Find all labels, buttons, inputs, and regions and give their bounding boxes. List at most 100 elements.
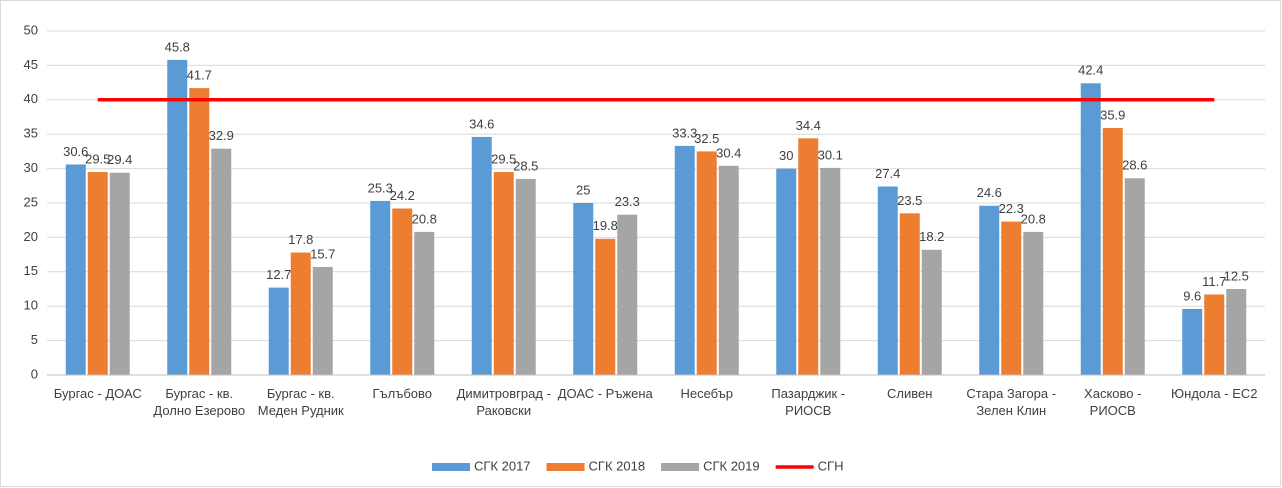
data-label: 28.6: [1122, 158, 1147, 173]
x-tick-label: Хасково - РИОСВ: [1084, 386, 1142, 418]
y-tick-label: 20: [24, 229, 38, 244]
data-label: 29.4: [107, 152, 132, 167]
data-label: 35.9: [1100, 107, 1125, 122]
bar: [493, 172, 514, 375]
bar: [189, 88, 210, 375]
x-tick-label: Стара Загора - Зелен Клин: [966, 386, 1057, 418]
bar: [515, 178, 536, 375]
x-tick-label: Димитровград - Раковски: [456, 386, 551, 418]
bar: [1204, 294, 1225, 375]
y-tick-label: 15: [24, 263, 38, 278]
bar: [1001, 221, 1022, 375]
data-label: 25: [576, 182, 590, 197]
data-label: 41.7: [187, 68, 212, 83]
y-tick-label: 5: [31, 332, 38, 347]
bar: [573, 203, 594, 375]
bar: [617, 214, 638, 375]
data-label: 25.3: [368, 180, 393, 195]
data-label: 20.8: [1021, 211, 1046, 226]
data-label: 42.4: [1078, 63, 1103, 78]
data-label: 27.4: [875, 166, 900, 181]
data-label: 23.5: [897, 193, 922, 208]
data-label: 30.6: [63, 144, 88, 159]
bar: [471, 136, 492, 375]
bar: [1124, 178, 1145, 375]
bar: [674, 145, 695, 375]
legend-swatch: [432, 463, 470, 471]
data-label: 23.3: [615, 194, 640, 209]
y-tick-label: 25: [24, 194, 38, 209]
data-label: 32.9: [209, 128, 234, 143]
x-tick-label: Бургас - кв. Меден Рудник: [257, 386, 344, 418]
bar: [1226, 289, 1247, 375]
x-tick-label: Гълъбово: [372, 386, 433, 401]
bar: [776, 168, 797, 375]
data-label: 28.5: [513, 158, 538, 173]
data-label: 9.6: [1183, 288, 1201, 303]
data-label: 24.2: [390, 188, 415, 203]
data-label: 20.8: [412, 211, 437, 226]
bar: [1023, 231, 1044, 375]
y-tick-label: 50: [24, 22, 38, 37]
bar: [718, 165, 739, 375]
y-tick-label: 0: [31, 366, 38, 381]
bar: [65, 164, 86, 375]
bar: [211, 148, 232, 375]
bar: [290, 252, 311, 375]
y-tick-label: 35: [24, 126, 38, 141]
x-tick-label: Сливен: [887, 386, 933, 401]
bar: [595, 238, 616, 375]
bar: [370, 200, 391, 375]
data-label: 29.5: [85, 151, 110, 166]
bar: [167, 59, 188, 376]
data-label: 30: [779, 148, 793, 163]
bar: [877, 186, 898, 375]
legend-label: СГК 2017: [474, 458, 531, 473]
bar: [820, 167, 841, 375]
data-label: 24.6: [977, 185, 1002, 200]
bar: [696, 151, 717, 375]
x-tick-label: Юндола - EC2: [1171, 386, 1258, 401]
data-label: 12.5: [1224, 268, 1249, 283]
data-label: 32.5: [694, 131, 719, 146]
data-label: 17.8: [288, 232, 313, 247]
x-tick-label: Бургас - кв. Долно Езерово: [153, 386, 246, 418]
data-label: 19.8: [593, 218, 618, 233]
data-label: 12.7: [266, 267, 291, 282]
data-label: 30.4: [716, 145, 741, 160]
data-label: 34.4: [796, 118, 821, 133]
data-label: 33.3: [672, 125, 697, 140]
bar: [899, 213, 920, 375]
y-tick-label: 45: [24, 57, 38, 72]
data-label: 22.3: [999, 201, 1024, 216]
bar: [1182, 308, 1203, 375]
legend-label: СГК 2019: [703, 458, 760, 473]
legend-label: СГК 2018: [589, 458, 646, 473]
data-label: 15.7: [310, 246, 335, 261]
data-label: 30.1: [818, 147, 843, 162]
bar: [979, 205, 1000, 375]
data-label: 11.7: [1202, 274, 1226, 289]
bar: [312, 266, 333, 375]
bar: [109, 172, 130, 375]
x-tick-label: Пазарджик - РИОСВ: [771, 386, 846, 418]
data-label: 34.6: [469, 116, 494, 131]
bar: [268, 287, 289, 375]
x-tick-label: Бургас - ДОАС: [53, 386, 142, 401]
legend-swatch: [661, 463, 700, 471]
legend-label: СГН: [818, 458, 844, 473]
bar: [1102, 128, 1123, 375]
data-label: 29.5: [491, 151, 516, 166]
bar: [392, 208, 413, 375]
x-tick-label: ДОАС - Ръжена: [557, 386, 653, 401]
x-tick-label: Несебър: [680, 386, 734, 401]
bar: [87, 172, 108, 375]
bar: [921, 249, 942, 375]
y-tick-label: 40: [24, 91, 38, 106]
data-label: 18.2: [919, 229, 944, 244]
y-tick-label: 10: [24, 298, 38, 313]
bar: [798, 138, 819, 375]
bar: [414, 231, 435, 375]
